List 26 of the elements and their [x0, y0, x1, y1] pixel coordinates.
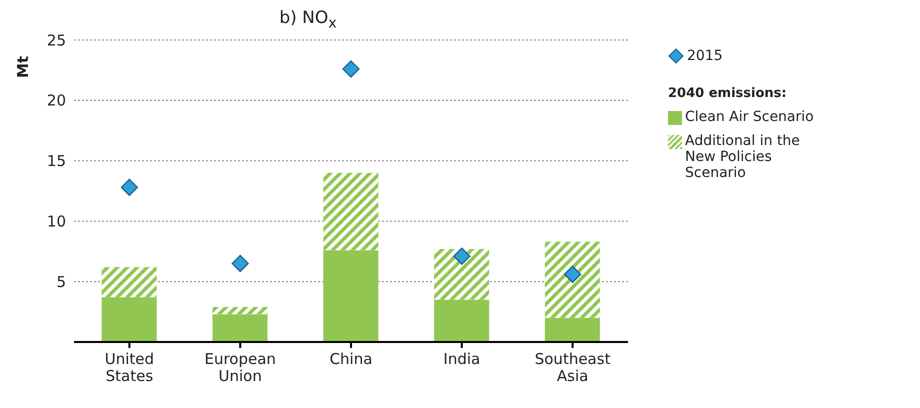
x-tick-label: China	[330, 350, 372, 368]
point	[564, 266, 582, 283]
x-tick-label: European Union	[204, 350, 276, 385]
point	[342, 60, 360, 78]
bar	[434, 300, 490, 342]
legend-label: 2015	[687, 48, 723, 64]
point	[232, 254, 249, 272]
x-tick-label: India	[443, 350, 480, 368]
legend-label: Clean Air Scenario	[685, 109, 815, 125]
bar	[544, 318, 600, 342]
chart-title: b) NO$_{x}$	[278, 8, 338, 32]
point	[453, 248, 470, 265]
legend-title: 2040 emissions:	[668, 86, 788, 101]
bar	[212, 314, 268, 342]
bar	[102, 297, 157, 342]
y-tick-label: 10	[46, 212, 66, 231]
point	[120, 178, 138, 196]
y-tick-label: 15	[46, 152, 66, 170]
x-tick-label: United States	[104, 350, 154, 385]
bar	[323, 250, 378, 342]
y-tick-label: 5	[56, 272, 66, 291]
legend-label: Additional in the New Policies Scenario	[685, 133, 801, 181]
x-tick-label: Southeast Asia	[534, 350, 611, 385]
y-axis-title: Mt	[14, 56, 32, 78]
y-tick-label: 25	[46, 31, 66, 50]
y-tick-label: 20	[46, 92, 66, 110]
